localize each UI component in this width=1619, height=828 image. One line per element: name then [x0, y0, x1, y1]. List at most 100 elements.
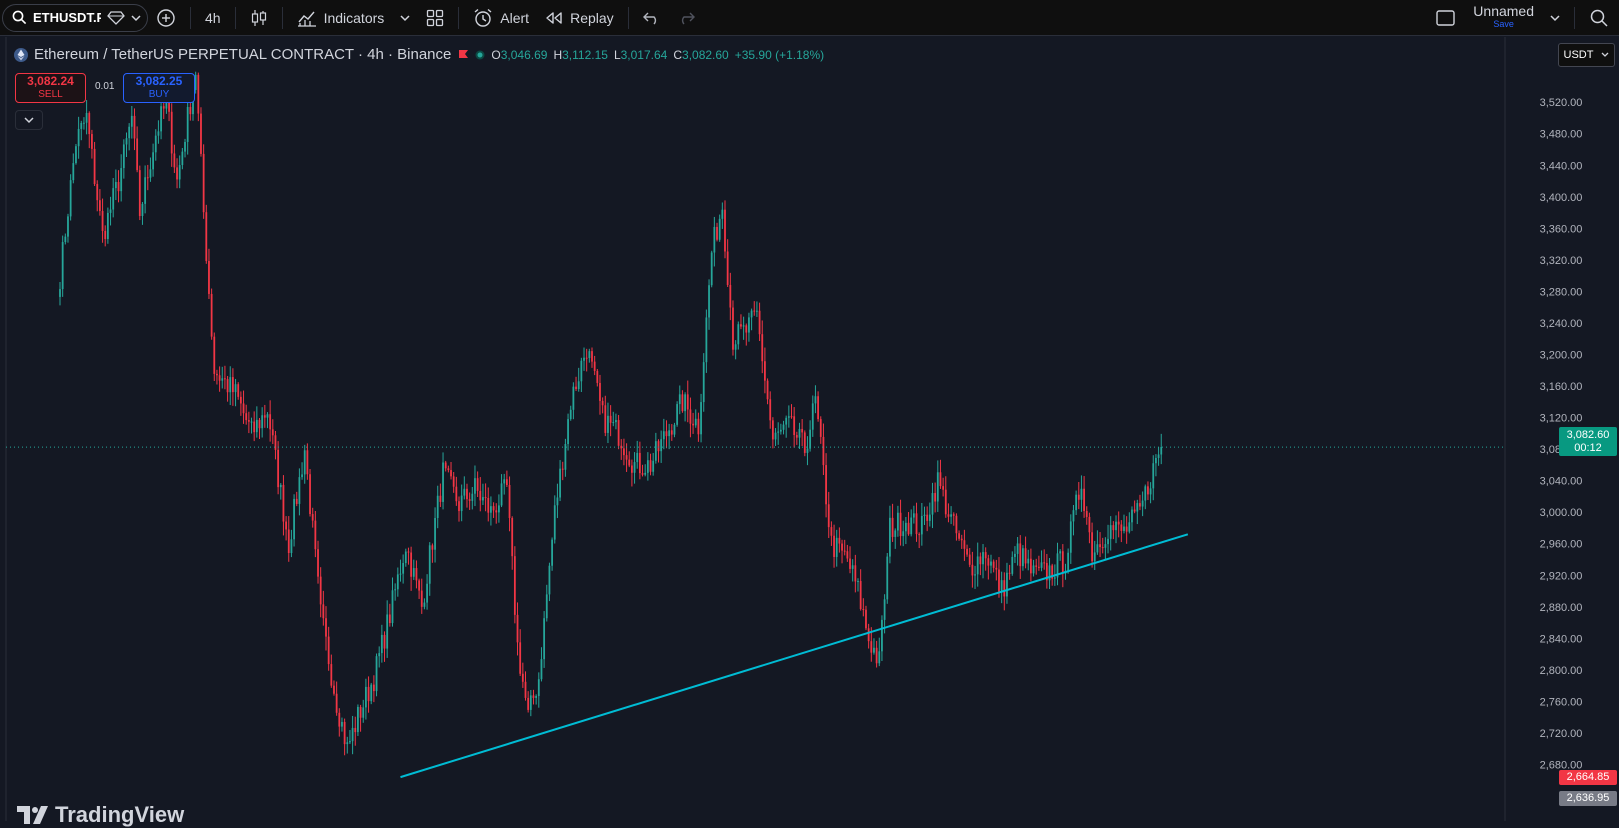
replay-button[interactable]: Replay: [537, 4, 622, 32]
candle[interactable]: [665, 420, 668, 449]
candle[interactable]: [245, 404, 248, 425]
candle[interactable]: [931, 482, 934, 529]
candle[interactable]: [548, 562, 551, 602]
candle[interactable]: [529, 689, 532, 717]
candle[interactable]: [431, 543, 434, 563]
candle[interactable]: [545, 584, 548, 622]
candle[interactable]: [527, 691, 530, 713]
candle[interactable]: [617, 414, 620, 450]
candle[interactable]: [641, 464, 644, 477]
candle[interactable]: [718, 214, 721, 242]
candle[interactable]: [974, 565, 976, 589]
candle[interactable]: [886, 552, 889, 604]
candle[interactable]: [128, 123, 131, 151]
candle[interactable]: [625, 443, 628, 472]
candle[interactable]: [769, 391, 772, 429]
layout-grid-button[interactable]: [418, 4, 452, 32]
candle[interactable]: [923, 506, 926, 526]
fullscreen-toggle-button[interactable]: [1427, 4, 1465, 32]
candle[interactable]: [756, 301, 758, 317]
candle[interactable]: [354, 716, 357, 746]
alert-button[interactable]: Alert: [465, 4, 537, 32]
candle[interactable]: [553, 495, 556, 544]
candle[interactable]: [162, 101, 165, 119]
candle[interactable]: [575, 376, 577, 391]
candle[interactable]: [1048, 558, 1051, 589]
layout-name-button[interactable]: Unnamed Save: [1465, 4, 1542, 32]
candle[interactable]: [857, 578, 859, 592]
candle[interactable]: [644, 464, 647, 477]
candle[interactable]: [351, 715, 354, 755]
candle[interactable]: [88, 111, 91, 149]
undo-button[interactable]: [635, 4, 669, 32]
candle[interactable]: [426, 574, 428, 610]
candle[interactable]: [261, 407, 264, 438]
candle[interactable]: [474, 465, 476, 507]
candle[interactable]: [697, 412, 700, 442]
candle[interactable]: [109, 196, 112, 226]
candle[interactable]: [1091, 522, 1093, 568]
candle[interactable]: [508, 476, 511, 532]
candle[interactable]: [383, 631, 386, 662]
candle[interactable]: [492, 502, 495, 518]
candle[interactable]: [229, 366, 232, 406]
candle[interactable]: [551, 537, 553, 571]
candle[interactable]: [1075, 490, 1078, 516]
candle[interactable]: [1006, 562, 1008, 604]
candle[interactable]: [178, 155, 181, 189]
candle[interactable]: [668, 423, 671, 450]
candle[interactable]: [556, 483, 559, 519]
candle[interactable]: [591, 347, 593, 368]
candle[interactable]: [490, 496, 492, 526]
candle[interactable]: [849, 546, 851, 574]
candle[interactable]: [436, 485, 439, 529]
candle[interactable]: [987, 554, 990, 580]
candle[interactable]: [881, 615, 883, 661]
candle[interactable]: [726, 239, 729, 288]
candle[interactable]: [875, 640, 878, 668]
candle[interactable]: [505, 470, 508, 487]
candle[interactable]: [391, 577, 394, 627]
candle[interactable]: [1139, 494, 1141, 511]
candle[interactable]: [708, 279, 710, 330]
candle[interactable]: [766, 378, 769, 405]
candle[interactable]: [897, 505, 899, 537]
candle[interactable]: [822, 423, 825, 476]
candle[interactable]: [519, 629, 522, 677]
symbol-search[interactable]: ETHUSDT.P: [2, 3, 148, 32]
candle[interactable]: [572, 382, 575, 420]
candle[interactable]: [859, 569, 862, 611]
candle[interactable]: [295, 491, 298, 507]
candle[interactable]: [1080, 475, 1083, 512]
candle[interactable]: [1149, 482, 1152, 504]
candle[interactable]: [130, 106, 133, 139]
candle[interactable]: [380, 624, 383, 663]
candle[interactable]: [197, 72, 200, 122]
candle[interactable]: [700, 393, 702, 443]
candle[interactable]: [918, 532, 921, 549]
candle[interactable]: [1115, 515, 1117, 544]
candle[interactable]: [194, 71, 197, 94]
candle[interactable]: [125, 132, 128, 157]
candle[interactable]: [67, 213, 69, 243]
candle[interactable]: [205, 204, 208, 264]
candle[interactable]: [61, 235, 64, 297]
candle[interactable]: [942, 477, 945, 497]
candle[interactable]: [293, 494, 295, 547]
candle[interactable]: [1144, 484, 1147, 510]
candle[interactable]: [202, 144, 205, 219]
candle[interactable]: [349, 730, 351, 745]
candle[interactable]: [1125, 516, 1128, 544]
candle[interactable]: [200, 107, 202, 157]
candle[interactable]: [224, 365, 226, 390]
candle[interactable]: [138, 165, 141, 221]
candle[interactable]: [463, 476, 466, 500]
candle[interactable]: [968, 548, 971, 568]
buy-button[interactable]: 3,082.25 BUY: [123, 73, 195, 103]
candle[interactable]: [104, 225, 107, 247]
candle[interactable]: [607, 402, 609, 444]
candle[interactable]: [1019, 535, 1022, 579]
candle[interactable]: [934, 482, 937, 513]
candle[interactable]: [521, 662, 524, 688]
candle[interactable]: [1024, 536, 1027, 569]
